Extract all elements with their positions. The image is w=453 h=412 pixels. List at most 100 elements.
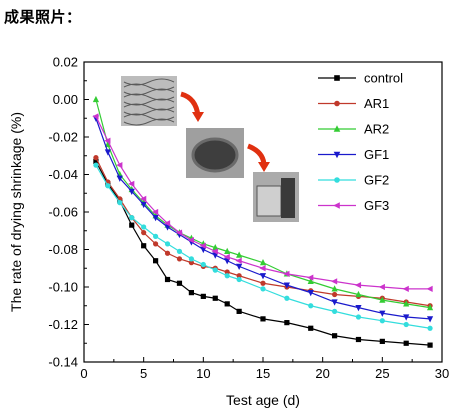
data-point-gf2 [129, 215, 135, 221]
data-point-gf2 [164, 241, 171, 247]
data-point-ar2 [212, 244, 219, 251]
data-point-ar1 [224, 269, 230, 275]
data-point-control [212, 295, 218, 301]
data-point-gf3 [223, 253, 230, 261]
data-point-control [355, 336, 362, 343]
data-point-gf3 [199, 242, 206, 249]
data-point-gf2 [153, 233, 159, 239]
data-point-ar1 [332, 291, 338, 298]
legend-label-gf3: GF3 [364, 198, 389, 213]
data-point-gf1 [140, 201, 147, 209]
curved-arrow [180, 91, 204, 122]
data-point-gf3 [235, 257, 242, 264]
data-point-gf3 [211, 248, 218, 255]
data-point-gf3 [152, 208, 159, 216]
data-point-ar1 [176, 256, 183, 262]
y-tick-label: -0.10 [48, 280, 78, 295]
series-layer [92, 95, 434, 348]
legend-item-gf1: GF1 [318, 147, 389, 162]
data-point-gf1 [212, 252, 219, 259]
data-point-gf1 [224, 258, 231, 265]
legend-marker-gf2 [334, 177, 340, 183]
specimen-frame [281, 178, 295, 218]
data-point-ar2 [355, 290, 362, 298]
data-point-gf3 [402, 285, 409, 292]
data-point-gf2 [141, 224, 147, 230]
data-point-ar1 [188, 260, 194, 266]
data-point-ar2 [236, 251, 243, 258]
legend-item-ar1: AR1 [318, 96, 389, 111]
data-point-gf3 [307, 274, 314, 281]
y-tick-label: -0.14 [48, 355, 78, 370]
data-point-ar1 [236, 273, 242, 279]
data-point-gf1 [403, 314, 410, 321]
y-tick-label: -0.08 [48, 242, 78, 257]
data-point-ar2 [331, 285, 338, 292]
data-point-control [188, 290, 194, 296]
y-tick-label: 0.02 [53, 55, 78, 70]
data-point-gf1 [379, 310, 386, 317]
data-point-gf2 [188, 256, 194, 262]
legend-item-ar2: AR2 [318, 122, 389, 137]
data-point-control [308, 325, 314, 331]
inset-photos [121, 76, 299, 222]
data-point-control [427, 342, 433, 348]
data-point-gf1 [236, 263, 243, 270]
x-tick-label: 15 [256, 366, 270, 381]
data-point-gf1 [283, 282, 290, 289]
data-point-control [403, 340, 409, 346]
x-tick-label: 20 [315, 366, 329, 381]
data-point-gf1 [152, 215, 159, 222]
data-point-gf2 [260, 286, 266, 292]
fiber-strand [123, 118, 175, 126]
data-point-gf1 [355, 305, 362, 312]
data-point-ar1 [141, 230, 147, 236]
data-point-ar2 [307, 277, 314, 284]
data-point-ar1 [164, 250, 171, 256]
x-tick-label: 0 [80, 366, 87, 381]
legend-item-control: control [318, 71, 403, 86]
data-point-control [93, 158, 99, 164]
data-point-gf3 [259, 265, 266, 272]
data-point-control [379, 338, 385, 344]
arrow-head [258, 162, 270, 172]
data-point-gf1 [259, 273, 267, 280]
data-point-ar2 [224, 247, 231, 254]
data-point-gf2 [117, 200, 123, 206]
data-point-gf1 [116, 175, 123, 182]
legend-label-gf1: GF1 [364, 147, 389, 162]
x-axis-label: Test age (d) [226, 392, 300, 408]
data-point-control [332, 333, 338, 339]
data-point-control [129, 222, 135, 228]
data-point-control [224, 301, 230, 307]
x-tick-label: 5 [140, 366, 147, 381]
y-tick-label: 0.00 [53, 92, 78, 107]
fiber-photo [121, 76, 177, 126]
legend-marker-ar1 [334, 100, 340, 107]
data-point-gf3 [283, 270, 290, 277]
data-point-gf2 [176, 248, 183, 254]
page-title: 成果照片： [4, 8, 82, 26]
data-point-gf2 [105, 183, 111, 189]
data-point-ar2 [403, 300, 410, 307]
legend-item-gf3: GF3 [318, 198, 389, 213]
data-point-gf3 [116, 162, 123, 169]
legend: control AR1 AR2 GF1 GF2 GF3 [318, 71, 403, 213]
data-point-gf3 [175, 229, 183, 236]
data-point-ar1 [153, 241, 159, 247]
data-point-gf1 [426, 316, 434, 323]
data-point-ar2 [426, 304, 434, 311]
data-point-gf2 [427, 325, 433, 331]
data-point-gf1 [104, 149, 111, 156]
y-tick-label: -0.06 [48, 205, 78, 220]
data-point-gf3 [163, 220, 171, 227]
specimen-block [256, 185, 282, 217]
legend-label-control: control [364, 71, 403, 86]
bucket-shape [191, 137, 239, 173]
data-point-gf2 [284, 295, 290, 301]
data-point-gf2 [200, 261, 206, 268]
legend-marker-control [334, 75, 340, 81]
data-point-control [141, 243, 147, 249]
x-tick-label: 10 [196, 366, 210, 381]
